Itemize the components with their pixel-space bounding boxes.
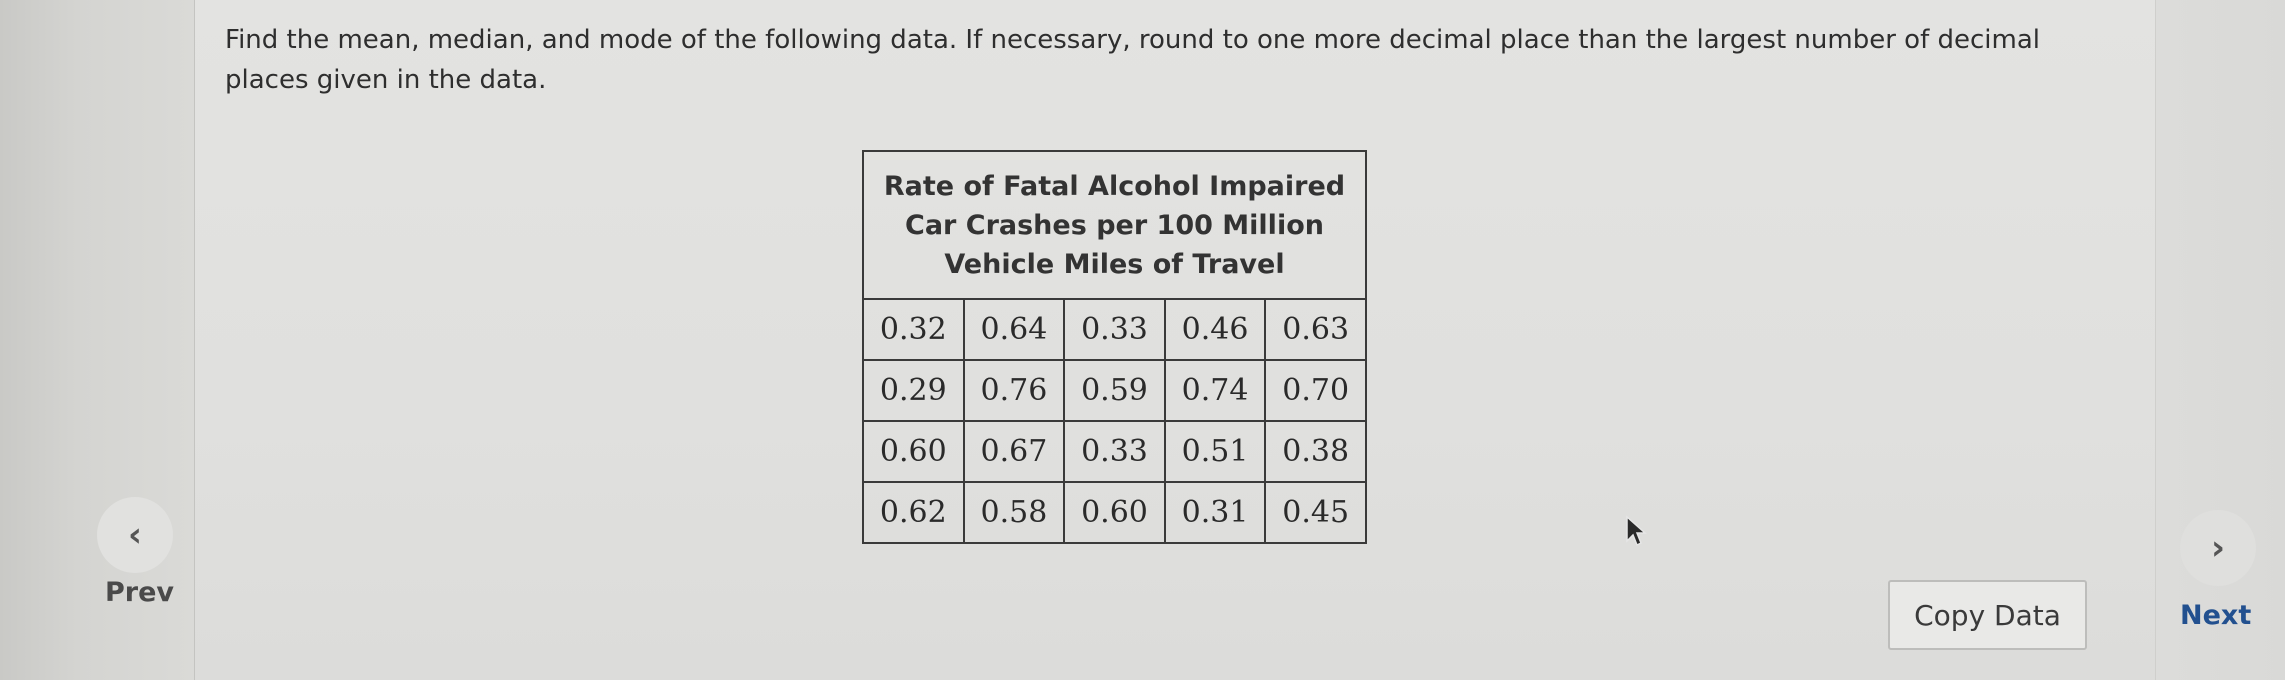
table-cell: 0.33 — [1063, 298, 1166, 361]
table-cell: 0.59 — [1063, 359, 1166, 422]
left-rail — [0, 0, 195, 680]
table-title: Rate of Fatal Alcohol Impaired Car Crash… — [862, 150, 1367, 300]
chevron-left-icon: ‹ — [127, 515, 142, 555]
question-text: Find the mean, median, and mode of the f… — [225, 25, 2040, 95]
table-cell: 0.60 — [1063, 481, 1166, 544]
table-cell: 0.76 — [962, 359, 1066, 422]
table-row: 0.62 0.58 0.60 0.31 0.45 — [862, 481, 1367, 544]
table-row: 0.32 0.64 0.33 0.46 0.63 — [862, 298, 1367, 361]
next-label[interactable]: Next — [2180, 600, 2252, 631]
table-cell: 0.51 — [1163, 420, 1267, 483]
prev-label[interactable]: Prev — [105, 577, 175, 608]
table-cell: 0.74 — [1163, 359, 1267, 422]
table-cell: 0.67 — [962, 420, 1066, 483]
next-button[interactable]: › — [2180, 510, 2256, 586]
table-cell: 0.60 — [862, 420, 965, 483]
table-cell: 0.58 — [962, 481, 1066, 544]
table-cell: 0.70 — [1264, 359, 1367, 422]
mouse-cursor-icon — [1626, 515, 1647, 547]
table-row: 0.29 0.76 0.59 0.74 0.70 — [862, 359, 1367, 422]
table-cell: 0.64 — [962, 298, 1066, 361]
table-cell: 0.33 — [1063, 420, 1166, 483]
table-cell: 0.62 — [862, 481, 965, 544]
table-cell: 0.38 — [1264, 420, 1367, 483]
table-cell: 0.63 — [1264, 298, 1367, 361]
table-row: 0.60 0.67 0.33 0.51 0.38 — [862, 420, 1367, 483]
table-cell: 0.45 — [1264, 481, 1367, 544]
table-cell: 0.32 — [862, 298, 965, 361]
chevron-right-icon: › — [2210, 528, 2225, 568]
table-cell: 0.29 — [862, 359, 965, 422]
prev-button[interactable]: ‹ — [97, 497, 173, 573]
data-table: Rate of Fatal Alcohol Impaired Car Crash… — [862, 150, 1367, 544]
table-cell: 0.46 — [1163, 298, 1267, 361]
table-cell: 0.31 — [1163, 481, 1267, 544]
copy-data-button[interactable]: Copy Data — [1888, 580, 2087, 650]
